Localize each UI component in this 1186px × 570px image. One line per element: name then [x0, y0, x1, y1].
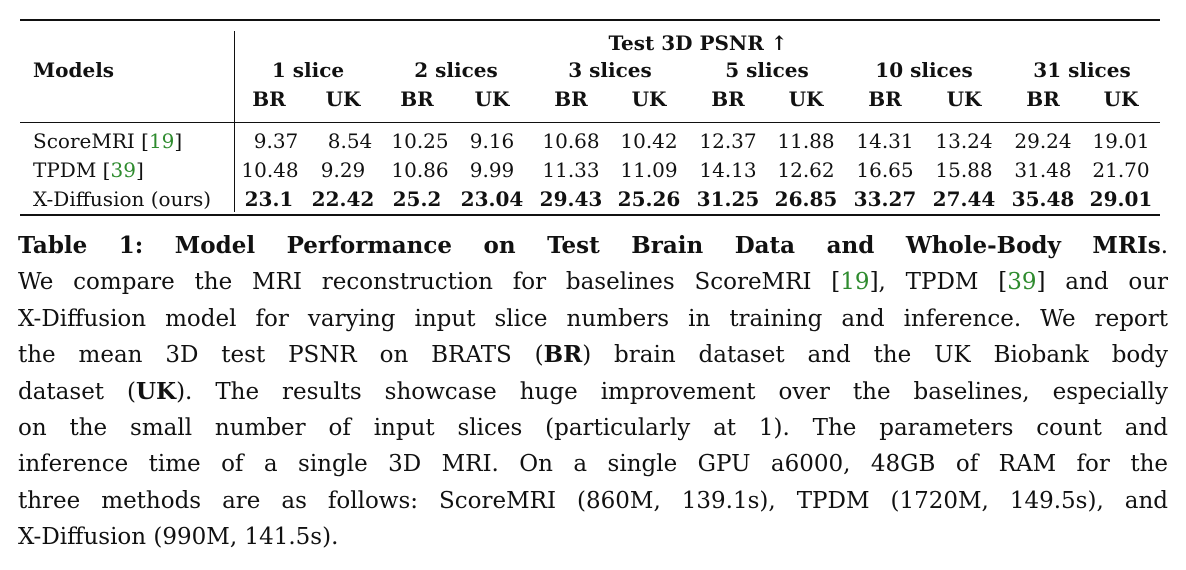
table-cell: 9.16	[469, 129, 515, 153]
table-cell: 10.25	[391, 129, 449, 153]
model-name: TPDM [39]	[33, 158, 144, 182]
table-cell: 29.43	[539, 187, 603, 211]
table-cell: 27.44	[932, 187, 996, 211]
subcol-uk: UK	[1103, 87, 1139, 111]
table-cell: 33.27	[853, 187, 917, 211]
table-cell: 23.04	[460, 187, 524, 211]
subcol-uk: UK	[474, 87, 510, 111]
table-cell: 9.29	[320, 158, 366, 182]
table-cell: 21.70	[1092, 158, 1150, 182]
subcol-br: BR	[868, 87, 902, 111]
table-cell: 25.26	[617, 187, 681, 211]
caption-line: We compare the MRI reconstruction for ba…	[18, 269, 1169, 296]
table-cell: 12.37	[699, 129, 757, 153]
subcol-br: BR	[1026, 87, 1060, 111]
caption-line: X-Diffusion (990M, 141.5s).	[18, 524, 339, 551]
slice-header: 1 slice	[271, 58, 345, 82]
table-cell: 19.01	[1092, 129, 1150, 153]
table-cell: 11.33	[542, 158, 600, 182]
table-cell: 10.86	[391, 158, 449, 182]
table-cell: 10.42	[620, 129, 678, 153]
subcol-uk: UK	[946, 87, 982, 111]
table-cell: 15.88	[935, 158, 993, 182]
table-cell: 31.25	[696, 187, 760, 211]
table-cell: 11.88	[777, 129, 835, 153]
table-cell: 26.85	[774, 187, 838, 211]
slice-header: 31 slices	[1033, 58, 1131, 82]
table-caption: Table 1: Model Performance on Test Brain…	[18, 228, 1168, 556]
slice-header: 5 slices	[725, 58, 809, 82]
slice-header: 2 slices	[414, 58, 498, 82]
table-cell: 29.01	[1089, 187, 1153, 211]
table-cell: 35.48	[1011, 187, 1075, 211]
citation-link[interactable]: 19	[840, 269, 870, 296]
table-cell: 29.24	[1014, 129, 1072, 153]
table-cell: 9.99	[469, 158, 515, 182]
model-name: X-Diffusion (ours)	[33, 187, 212, 211]
table-top-rule	[20, 19, 1160, 21]
table-cell: 22.42	[311, 187, 375, 211]
models-header: Models	[33, 58, 115, 82]
table-cell: 11.09	[620, 158, 678, 182]
caption-line: X-Diffusion model for varying input slic…	[18, 305, 1168, 332]
citation-link[interactable]: 39	[1007, 269, 1037, 296]
table-cell: 31.48	[1014, 158, 1072, 182]
table-cell: 14.31	[856, 129, 914, 153]
subcol-uk: UK	[325, 87, 361, 111]
subcol-br: BR	[711, 87, 745, 111]
table-cell: 16.65	[856, 158, 914, 182]
caption-line: inference time of a single 3D MRI. On a …	[18, 451, 1168, 478]
caption-title: Table 1: Model Performance on Test Brain…	[18, 232, 1161, 259]
table-bottom-rule	[20, 214, 1160, 216]
table-cell: 25.2	[392, 187, 442, 211]
subcol-br: BR	[554, 87, 588, 111]
slice-header: 3 slices	[568, 58, 652, 82]
table-cell: 10.48	[241, 158, 299, 182]
slice-header: 10 slices	[875, 58, 973, 82]
table-mid-rule	[20, 122, 1160, 123]
subcol-br: BR	[400, 87, 434, 111]
caption-line: on the small number of input slices (par…	[18, 415, 1168, 442]
table-vertical-rule	[234, 31, 235, 212]
table-cell: 8.54	[327, 129, 373, 153]
table-cell: 13.24	[935, 129, 993, 153]
metric-header: Test 3D PSNR ↑	[608, 31, 788, 55]
table-cell: 14.13	[699, 158, 757, 182]
model-name: ScoreMRI [19]	[33, 129, 183, 153]
table-cell: 23.1	[244, 187, 294, 211]
table-cell: 10.68	[542, 129, 600, 153]
caption-line: three methods are as follows: ScoreMRI (…	[18, 487, 1168, 514]
table-cell: 12.62	[777, 158, 835, 182]
subcol-br: BR	[252, 87, 286, 111]
table-cell: 9.37	[253, 129, 299, 153]
subcol-uk: UK	[788, 87, 824, 111]
caption-line: Table 1: Model Performance on Test Brain…	[18, 232, 1168, 259]
caption-line: the mean 3D test PSNR on BRATS (BR) brai…	[18, 341, 1168, 369]
subcol-uk: UK	[631, 87, 667, 111]
caption-line: dataset (UK). The results showcase huge …	[18, 377, 1168, 405]
